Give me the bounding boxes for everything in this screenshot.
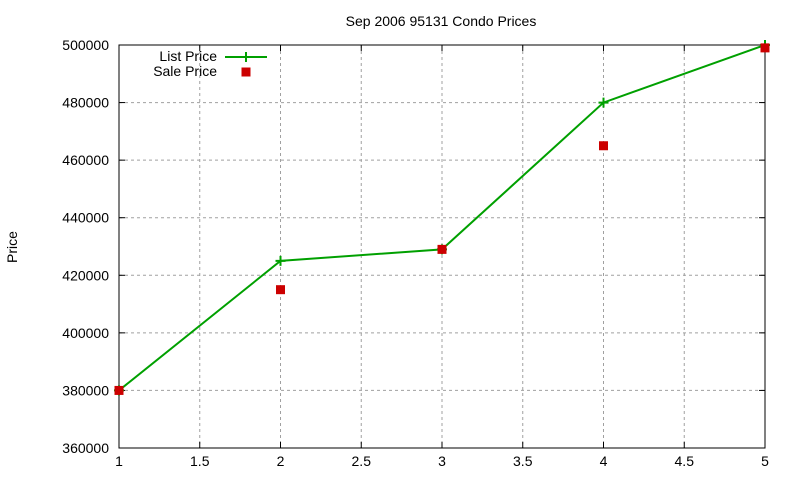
x-tick-label: 4 [600,453,608,469]
legend-swatch-list-price-icon [225,52,267,62]
legend-square-icon [241,67,251,77]
cross-marker-icon [275,255,286,266]
cross-marker-icon [598,97,609,108]
y-tick-label: 420000 [62,267,109,283]
grid-lines [119,45,765,448]
legend-label-sale-price: Sale Price [153,63,217,79]
y-tick-label: 360000 [62,440,109,456]
x-tick-label: 4.5 [675,453,695,469]
x-tick-label: 3 [438,453,446,469]
y-tick-label: 480000 [62,95,109,111]
x-tick-label: 2 [277,453,285,469]
square-marker-icon [599,141,608,151]
legend-swatch-sale-price-icon [241,67,251,77]
legend-label-list-price: List Price [159,48,217,64]
y-tick-label: 440000 [62,210,109,226]
y-tick-label: 400000 [62,325,109,341]
square-marker-icon [276,285,285,295]
x-tick-label: 1.5 [190,453,210,469]
x-tick-label: 2.5 [352,453,372,469]
y-tick-label: 380000 [62,382,109,398]
square-marker-icon [760,43,770,53]
x-axis-ticks: 1 1.5 2 2.5 3 3.5 4 4.5 5 [115,45,769,469]
chart-title: Sep 2006 95131 Condo Prices [346,13,537,29]
y-axis-ticks: 360000 380000 400000 420000 440000 460000 4800… [62,37,765,456]
square-marker-icon [437,244,447,254]
square-marker-icon [114,385,124,395]
legend-cross-icon [241,52,251,62]
x-tick-label: 3.5 [513,453,533,469]
x-tick-label: 5 [761,453,769,469]
series-sale-price [114,43,770,395]
y-axis-label: Price [4,231,20,263]
y-tick-label: 500000 [62,37,109,53]
y-tick-label: 460000 [62,152,109,168]
series-layer [114,40,770,396]
legend: List Price Sale Price [153,48,267,79]
x-tick-label: 1 [115,453,123,469]
